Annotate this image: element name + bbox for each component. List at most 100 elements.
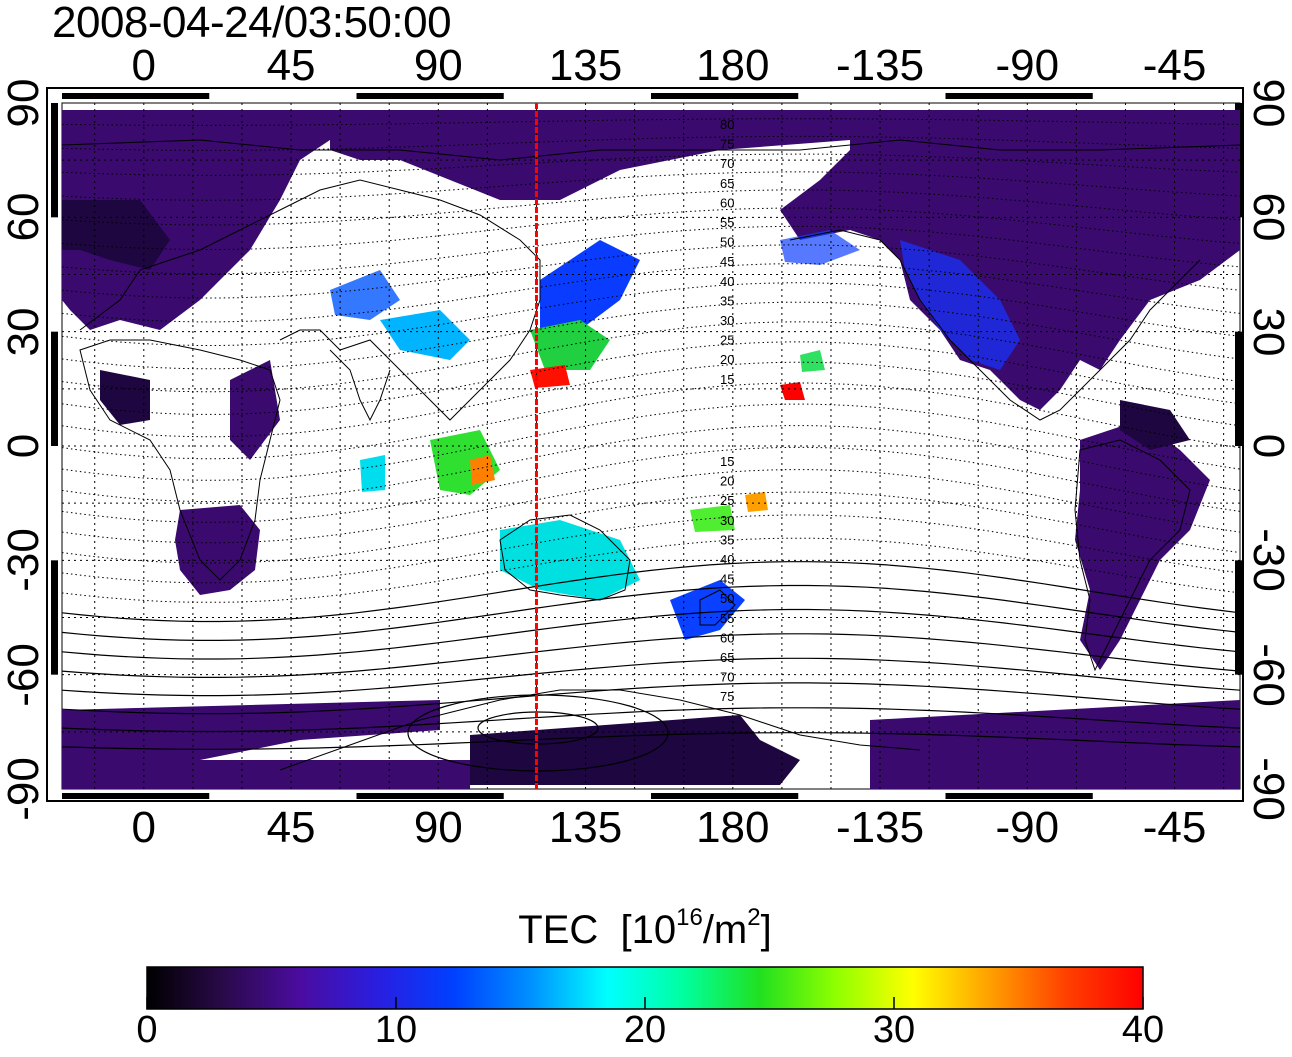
- contour-label-south: 40: [720, 552, 734, 567]
- tec-south-america: [1075, 420, 1210, 670]
- tec-east-asia-cyan: [380, 310, 470, 360]
- colorbar-ticks: [146, 997, 1144, 1009]
- coastline-antarctica: [279, 689, 921, 771]
- magnetic-contour-line: [62, 244, 1240, 299]
- contour-label-north: 70: [720, 156, 734, 171]
- contour-label-south: 45: [720, 572, 734, 587]
- lon-tick-top: -45: [1142, 41, 1207, 90]
- colorbar-tick-label: 10: [374, 1009, 418, 1051]
- magnetic-contour-line: [62, 135, 1240, 151]
- contour-label-north: 30: [720, 313, 734, 328]
- colorbar-unit-mid: /m: [702, 908, 748, 952]
- magnetic-contour-line: [62, 361, 1240, 438]
- lon-tick-bottom: 0: [131, 803, 157, 852]
- magnetic-contour-line: [62, 584, 1240, 641]
- contour-label-south: 20: [720, 474, 734, 489]
- lat-tick-right: 30: [1244, 307, 1292, 357]
- magnetic-contour-line: [62, 153, 1240, 176]
- colorbar-unit-base: [10: [620, 908, 677, 952]
- tec-antarctica-west: [62, 700, 440, 760]
- lat-tick-left: 0: [0, 433, 48, 459]
- frame-band-left: [51, 331, 58, 446]
- lon-tick-top: -135: [836, 41, 925, 90]
- tec-south-pacific-green: [690, 505, 735, 532]
- contour-label-south: 70: [720, 670, 734, 685]
- tec-europe-dark: [62, 200, 170, 270]
- tec-north-america-blue: [900, 240, 1020, 370]
- frame-band-top: [62, 93, 210, 99]
- contour-label-north: 75: [720, 137, 734, 152]
- tec-north-america: [780, 110, 1240, 410]
- lon-tick-top: 0: [131, 41, 157, 90]
- lat-tick-right: 60: [1244, 192, 1292, 242]
- tec-africa-west: [100, 370, 150, 425]
- tec-siberia: [330, 110, 850, 200]
- magnetic-contour-line: [62, 403, 1240, 481]
- contour-label-north: 80: [720, 117, 734, 132]
- magnetic-contour-line: [62, 732, 1240, 750]
- contour-label-north: 55: [720, 215, 734, 230]
- contour-label-north: 35: [720, 293, 734, 308]
- lat-tick-left: 60: [0, 192, 48, 242]
- contour-label-south: 55: [720, 611, 734, 626]
- magnetic-contour-line: [62, 707, 1240, 733]
- tec-new-zealand-blue: [670, 580, 745, 640]
- contour-label-south: 25: [720, 493, 734, 508]
- lon-tick-bottom: -135: [836, 803, 925, 852]
- frame-band-top: [651, 93, 799, 99]
- lon-tick-bottom: 135: [548, 803, 623, 852]
- contour-label-north: 50: [720, 235, 734, 250]
- colorbar-unit-end: ]: [760, 908, 772, 952]
- lat-tick-left: -90: [0, 757, 48, 821]
- lat-tick-left: 30: [0, 307, 48, 357]
- coastline-arctic: [62, 139, 1240, 161]
- magnetic-contour-line: [62, 263, 1240, 323]
- contour-label-south: 50: [720, 591, 734, 606]
- tec-africa-east: [230, 360, 280, 460]
- frame-band-bottom: [651, 793, 799, 799]
- magnetic-contour-line: [62, 682, 1240, 715]
- frame-band-bottom: [356, 793, 504, 799]
- contour-label-north: 65: [720, 176, 734, 191]
- tec-africa-south: [175, 505, 260, 595]
- lon-tick-top: 180: [696, 41, 770, 90]
- colorbar-unit-exp2: 2: [747, 904, 761, 931]
- lon-tick-bottom: 90: [413, 803, 463, 852]
- tec-antarctica: [470, 715, 800, 785]
- contour-label-north: 20: [720, 352, 734, 367]
- lat-tick-right: 90: [1244, 78, 1292, 128]
- magnetic-contour-line: [62, 608, 1240, 660]
- magnetic-contour-line: [62, 633, 1240, 678]
- lat-tick-right: -30: [1244, 528, 1292, 593]
- tec-central-america: [1120, 400, 1190, 450]
- contour-label-south: 15: [720, 454, 734, 469]
- coastline-north-america: [789, 229, 1201, 421]
- tec-hawaii-green: [800, 350, 825, 372]
- magnetic-contour-line: [62, 425, 1240, 502]
- coastline-eurasia: [79, 179, 541, 421]
- magnetic-contour-line: [62, 189, 1240, 226]
- magnetic-contour-line: [62, 382, 1240, 460]
- magnetic-contour-loop: [407, 694, 669, 772]
- coastline-nz: [699, 589, 736, 626]
- lat-tick-right: -90: [1244, 757, 1292, 821]
- contour-label-south: 65: [720, 650, 734, 665]
- contour-label-north: 25: [720, 333, 734, 348]
- magnetic-contour-line: [62, 321, 1240, 393]
- tec-south-pacific-orange: [745, 492, 768, 512]
- frame-band-left: [51, 560, 58, 675]
- magnetic-contour-line: [62, 118, 1240, 126]
- magnetic-contour-line: [62, 341, 1240, 415]
- lat-tick-left: 90: [0, 78, 48, 128]
- lat-tick-right: -60: [1244, 642, 1292, 707]
- frame-band-top: [356, 93, 504, 99]
- magnetic-contour-line: [62, 657, 1240, 697]
- tec-cyan-india: [360, 455, 385, 492]
- tec-pacific-coast-blue: [780, 230, 860, 265]
- coastline-australia: [499, 514, 631, 601]
- contour-label-south: 30: [720, 513, 734, 528]
- magnetic-contour-loop: [477, 711, 599, 745]
- lon-tick-bottom: 45: [266, 803, 316, 852]
- lon-tick-top: 90: [413, 41, 463, 90]
